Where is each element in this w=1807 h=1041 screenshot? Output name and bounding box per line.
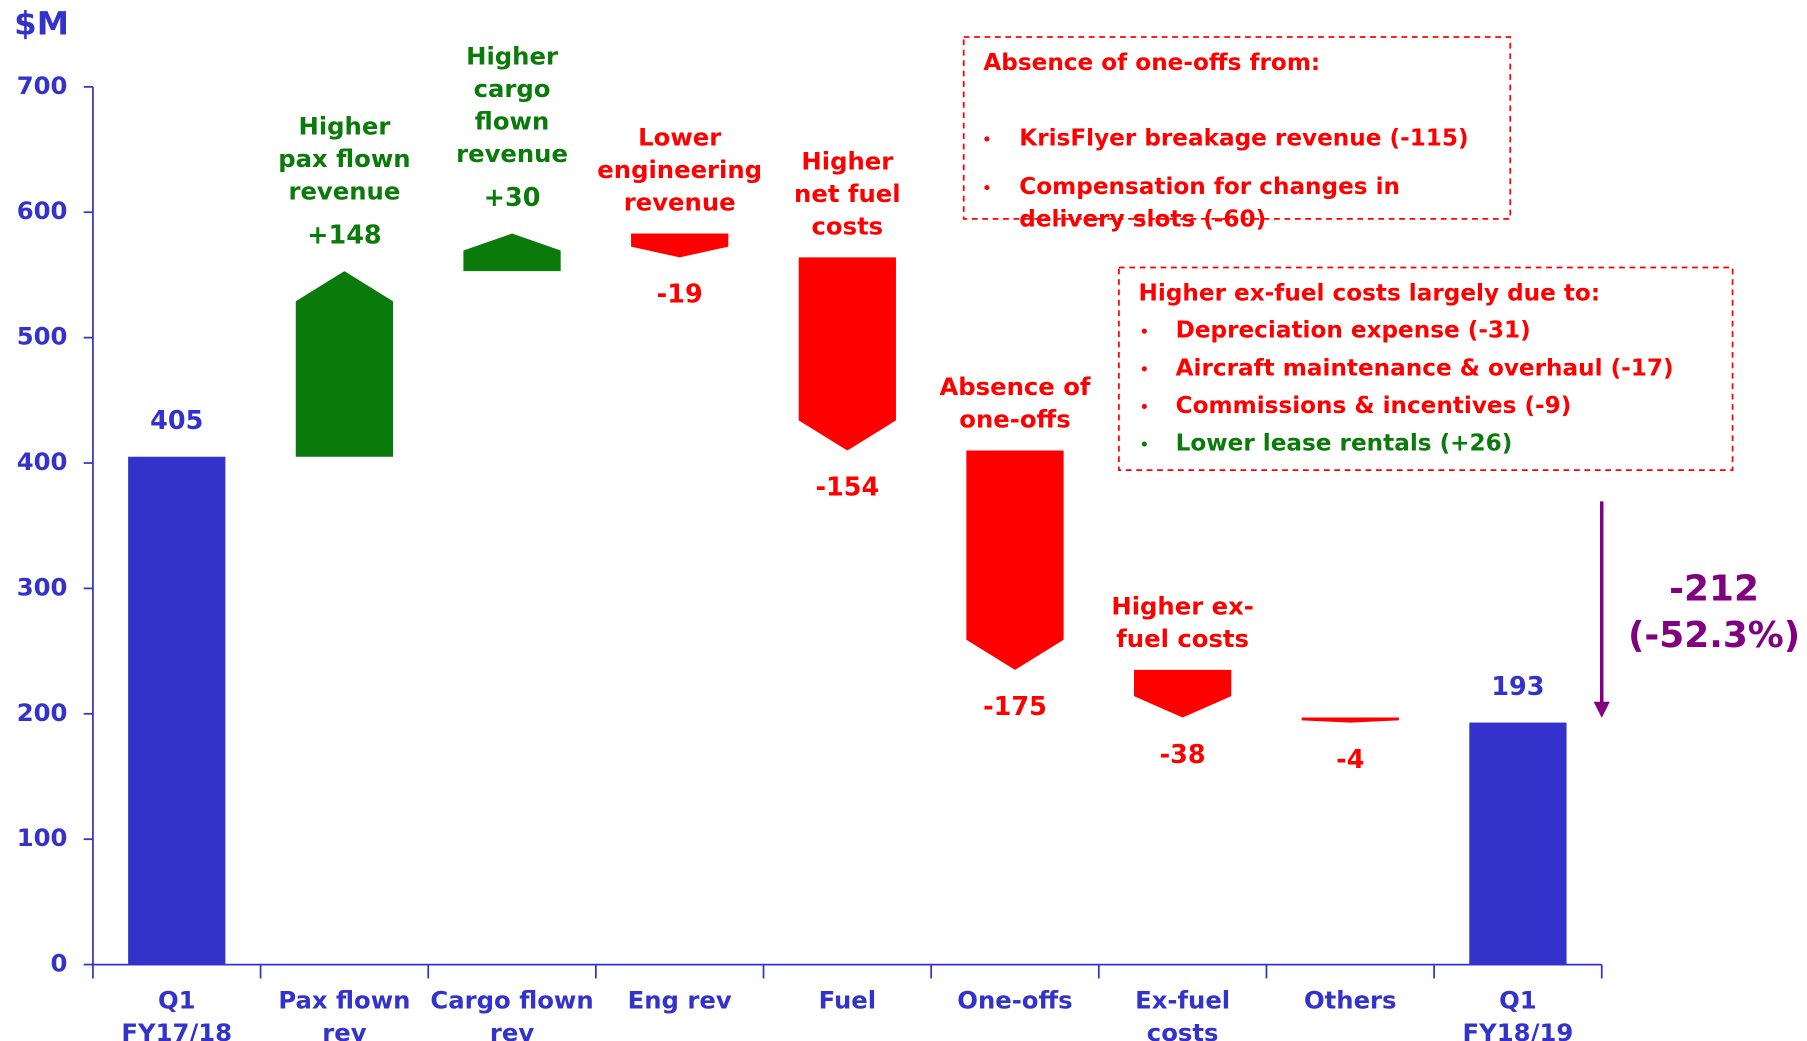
y-tick-label: 500: [17, 322, 68, 351]
x-tick-label: Eng rev: [628, 986, 732, 1015]
bar-annotation: revenue: [288, 176, 400, 205]
x-tick-label: Q1: [158, 986, 196, 1015]
note-item: Compensation for changes in: [1019, 174, 1400, 200]
value-label: +30: [484, 183, 541, 213]
note-box: [1118, 266, 1734, 471]
bar-annotation: flown: [475, 106, 549, 135]
bar: [798, 257, 896, 451]
bar: [1133, 669, 1232, 718]
bar-annotation: net fuel: [794, 179, 901, 208]
note-item: Commissions & incentives (-9): [1176, 393, 1572, 419]
y-tick-label: 100: [17, 823, 68, 852]
value-label: 405: [150, 406, 203, 436]
note-bullet: [984, 185, 990, 191]
note-item: KrisFlyer breakage revenue (-115): [1019, 125, 1468, 151]
x-tick-label: costs: [1147, 1018, 1219, 1041]
bar-annotation: Lower: [638, 123, 721, 152]
y-tick-label: 200: [17, 698, 68, 727]
x-tick-label: One-offs: [957, 986, 1072, 1015]
bar: [1469, 722, 1567, 965]
note-title: Absence of one-offs from:: [983, 50, 1320, 76]
y-tick-label: 700: [17, 71, 68, 100]
y-axis-label: $M: [14, 4, 69, 42]
note-bullet: [1141, 366, 1147, 372]
y-tick-label: 300: [17, 572, 68, 601]
value-label: -175: [983, 692, 1047, 722]
x-tick-label: rev: [490, 1018, 534, 1041]
x-tick-label: FY18/19: [1463, 1018, 1574, 1041]
bar-annotation: Higher ex-: [1111, 591, 1254, 620]
note-bullet: [1141, 328, 1147, 334]
bar: [631, 233, 729, 258]
bar: [128, 456, 226, 965]
x-tick-label: Pax flown: [278, 986, 410, 1015]
change-percent-label: (-52.3%): [1628, 615, 1800, 656]
bar-annotation: Absence of: [939, 372, 1090, 401]
note-item: Depreciation expense (-31): [1176, 318, 1531, 344]
change-label: -212: [1669, 569, 1759, 610]
bar-annotation: revenue: [456, 139, 568, 168]
y-tick-label: 0: [51, 949, 68, 978]
bar: [966, 450, 1064, 670]
bar-annotation: revenue: [624, 187, 736, 216]
bar-annotation: pax flown: [278, 144, 410, 173]
value-label: -4: [1336, 745, 1364, 775]
bar-annotation: fuel costs: [1116, 624, 1249, 653]
bar-annotation: one-offs: [959, 404, 1070, 433]
note-item: delivery slots (-60): [1019, 207, 1266, 233]
change-arrow-head: [1593, 701, 1610, 718]
bar-annotation: costs: [812, 211, 884, 240]
note-item: Aircraft maintenance & overhaul (-17): [1176, 355, 1674, 381]
value-label: 193: [1491, 672, 1544, 702]
y-tick-label: 400: [17, 447, 68, 476]
note-bullet: [984, 136, 990, 142]
note-bullet: [1141, 441, 1147, 447]
bar-annotation: Higher: [298, 112, 390, 141]
y-tick-label: 600: [17, 196, 68, 225]
bar: [463, 233, 561, 272]
x-tick-label: Fuel: [819, 986, 877, 1015]
x-tick-label: rev: [322, 1018, 366, 1041]
bar: [295, 271, 394, 457]
x-tick-label: Others: [1304, 986, 1397, 1015]
note-item: Lower lease rentals (+26): [1176, 431, 1513, 457]
note-box: [962, 36, 1512, 220]
bar-annotation: cargo: [474, 74, 551, 103]
value-label: -38: [1160, 740, 1206, 770]
bar-annotation: engineering: [597, 155, 762, 184]
x-tick-label: FY17/18: [121, 1018, 232, 1041]
bar: [1301, 717, 1399, 723]
bar-annotation: Higher: [801, 146, 893, 175]
note-title: Higher ex-fuel costs largely due to:: [1139, 281, 1601, 307]
bar-annotation: Higher: [466, 42, 558, 71]
note-bullet: [1141, 403, 1147, 409]
x-tick-label: Cargo flown: [430, 986, 593, 1015]
value-label: -154: [815, 473, 879, 503]
x-tick-label: Ex-fuel: [1135, 986, 1230, 1015]
x-tick-label: Q1: [1499, 986, 1537, 1015]
value-label: +148: [307, 220, 382, 250]
value-label: -19: [657, 280, 703, 310]
